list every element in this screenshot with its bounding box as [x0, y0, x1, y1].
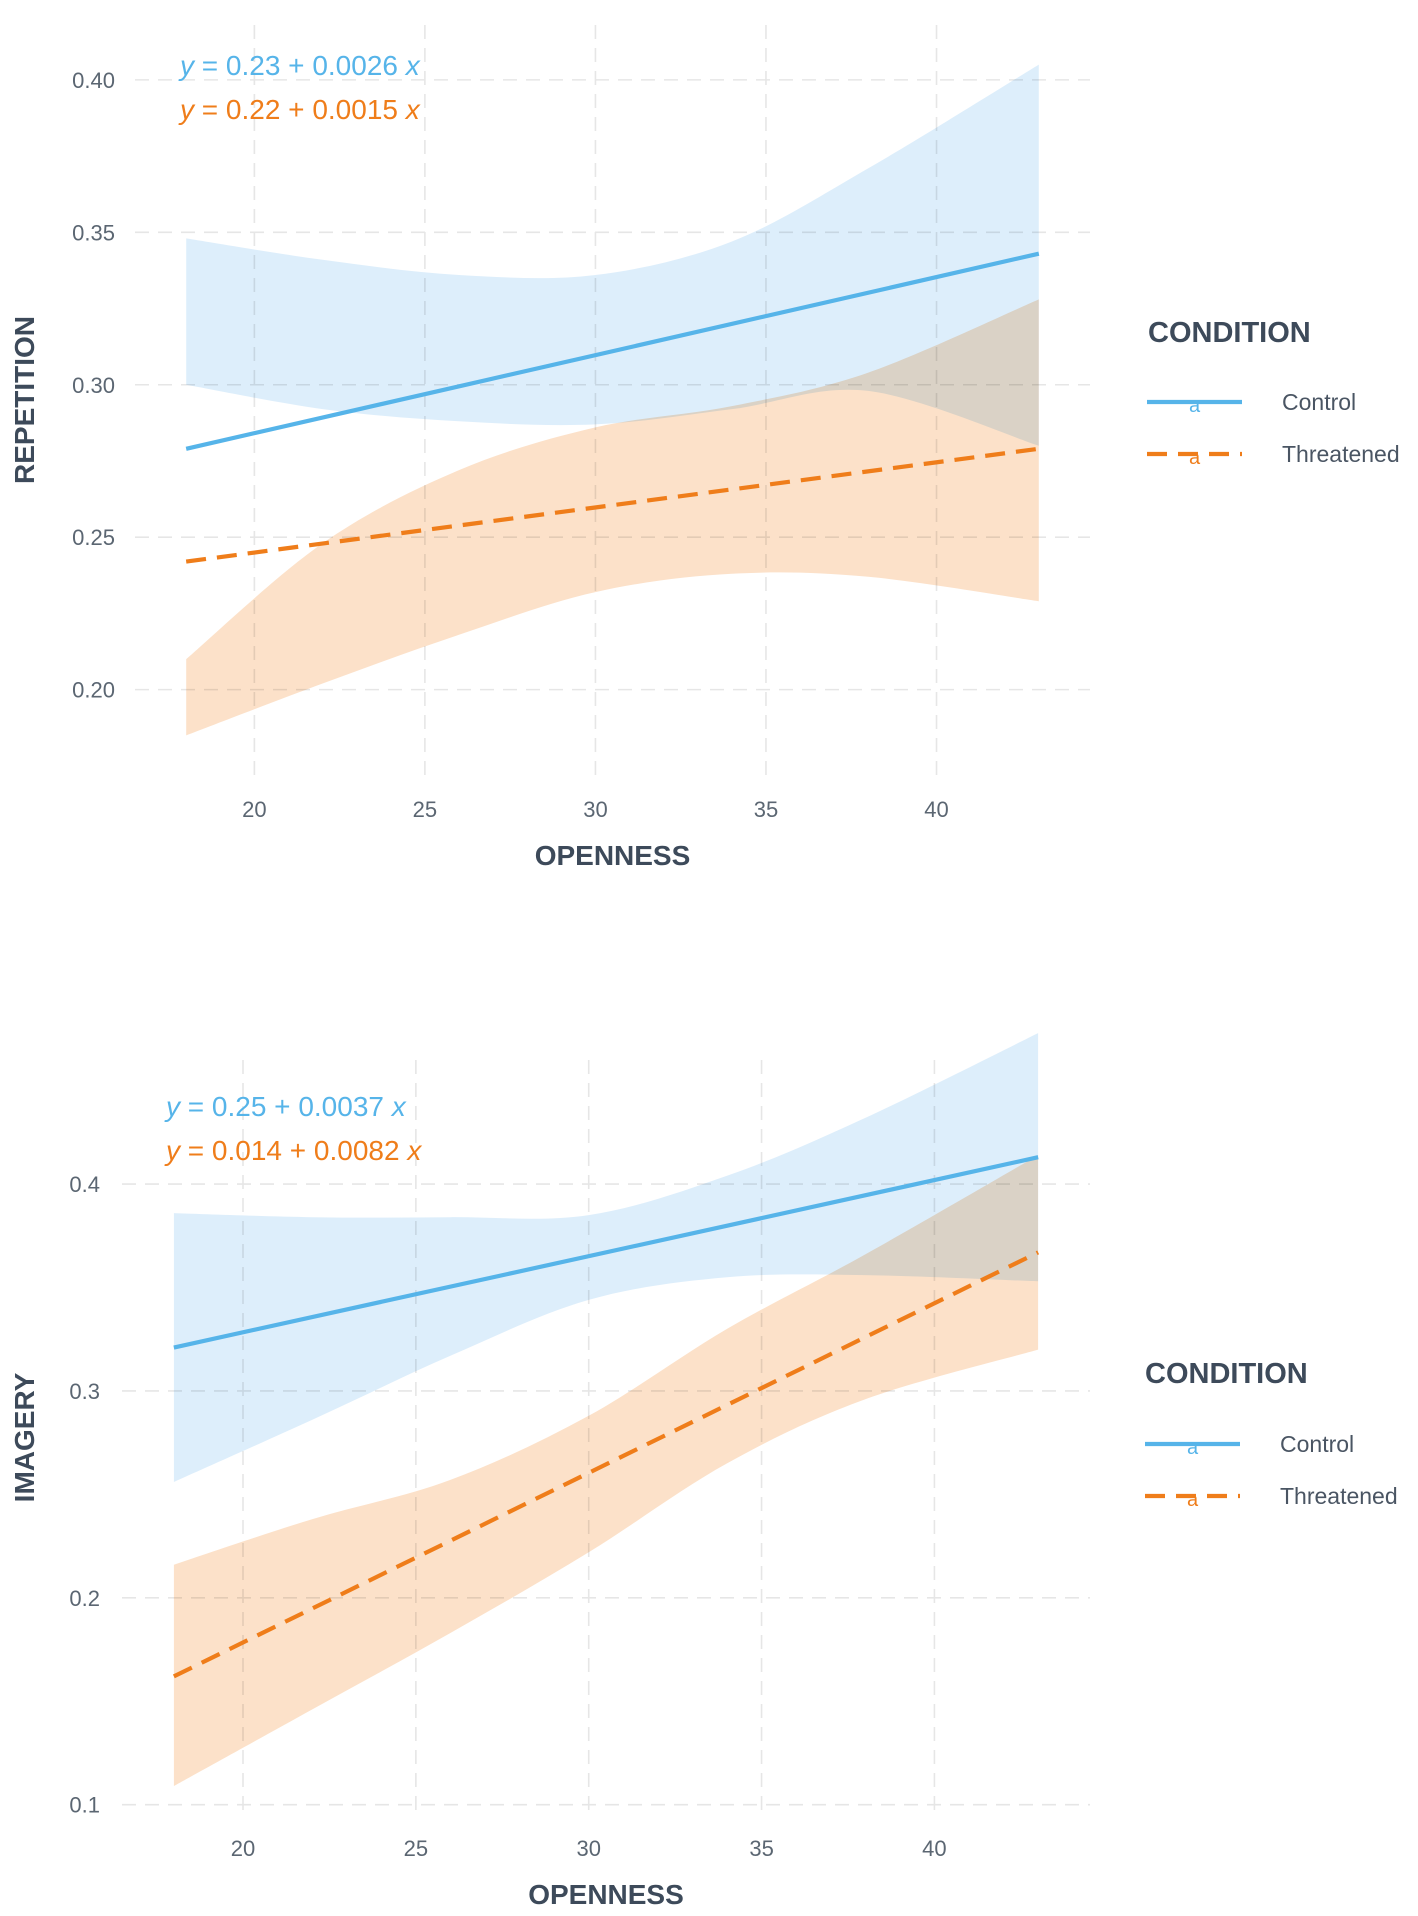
- regression-equation-threatened: y = 0.014 + 0.0082 x: [164, 1135, 422, 1166]
- confidence-band-threatened: [173, 1155, 1039, 1786]
- equation-terms: = 0.014 + 0.0082: [180, 1135, 407, 1166]
- legend-label-control: Control: [1282, 389, 1356, 415]
- regression-equation-threatened: y = 0.22 + 0.0015 x: [178, 94, 421, 125]
- x-tick-label: 30: [583, 797, 607, 822]
- y-tick-label: 0.20: [72, 678, 115, 703]
- equation-y-symbol: y: [178, 50, 196, 81]
- legend: CONDITION a Control a Threatened: [1147, 317, 1400, 469]
- legend-label-threatened: Threatened: [1280, 1483, 1398, 1509]
- equation-x-symbol: x: [405, 1135, 422, 1166]
- equation-y-symbol: y: [164, 1091, 182, 1122]
- x-axis-title: OPENNESS: [535, 840, 691, 871]
- chart-panel-top: 20 25 30 35 40 0.20 0.25 0.30 0.35 0.40 OPENNESS RE…: [9, 25, 1400, 871]
- y-axis-title: REPETITION: [9, 316, 40, 484]
- equation-x-symbol: x: [390, 1091, 407, 1122]
- fit-line-threatened: [185, 446, 1040, 564]
- fit-line-control: [173, 1155, 1039, 1350]
- x-tick-label: 25: [404, 1836, 428, 1861]
- confidence-band-control: [173, 1033, 1039, 1482]
- equation-y-symbol: y: [178, 94, 196, 125]
- legend: CONDITION a Control a Threatened: [1145, 1358, 1398, 1511]
- legend-title: CONDITION: [1145, 1358, 1308, 1390]
- equation-x-symbol: x: [404, 50, 421, 81]
- y-tick-label: 0.30: [72, 373, 115, 398]
- x-tick-label: 35: [754, 797, 778, 822]
- x-tick-label: 25: [413, 797, 437, 822]
- y-tick-label: 0.4: [69, 1172, 100, 1197]
- legend-key-glyph: a: [1189, 447, 1201, 469]
- equation-terms: = 0.22 + 0.0015: [194, 94, 406, 125]
- y-tick-label: 0.25: [72, 525, 115, 550]
- confidence-band-threatened: [186, 299, 1039, 736]
- equation-terms: = 0.25 + 0.0037: [180, 1091, 392, 1122]
- regression-equation-control: y = 0.25 + 0.0037 x: [164, 1091, 407, 1122]
- legend-title: CONDITION: [1148, 317, 1311, 349]
- legend-label-control: Control: [1280, 1431, 1354, 1457]
- equation-terms: = 0.23 + 0.0026: [194, 50, 406, 81]
- y-tick-label: 0.1: [69, 1793, 100, 1818]
- x-tick-label: 40: [922, 1836, 946, 1861]
- y-tick-label: 0.40: [72, 68, 115, 93]
- x-tick-label: 20: [242, 797, 266, 822]
- y-tick-label: 0.2: [69, 1586, 100, 1611]
- y-tick-label: 0.3: [69, 1379, 100, 1404]
- regression-equation-control: y = 0.23 + 0.0026 x: [178, 50, 421, 81]
- confidence-band-control: [186, 64, 1039, 446]
- fit-line-control: [185, 251, 1040, 451]
- x-axis-title: OPENNESS: [528, 1879, 684, 1910]
- chart-panel-bottom: 20 25 30 35 40 0.1 0.2 0.3 0.4 OPENNESS IMAGERY y =…: [9, 1033, 1398, 1910]
- y-tick-label: 0.35: [72, 220, 115, 245]
- fit-line-threatened: [172, 1250, 1040, 1679]
- x-tick-label: 30: [576, 1836, 600, 1861]
- x-tick-label: 20: [231, 1836, 255, 1861]
- legend-key-glyph: a: [1189, 395, 1201, 417]
- equation-x-symbol: x: [404, 94, 421, 125]
- legend-key-glyph: a: [1187, 1489, 1199, 1511]
- legend-key-glyph: a: [1187, 1437, 1199, 1459]
- x-tick-label: 35: [749, 1836, 773, 1861]
- equation-y-symbol: y: [164, 1135, 182, 1166]
- y-axis-title: IMAGERY: [9, 1372, 40, 1502]
- x-tick-label: 40: [924, 797, 948, 822]
- legend-label-threatened: Threatened: [1282, 441, 1400, 467]
